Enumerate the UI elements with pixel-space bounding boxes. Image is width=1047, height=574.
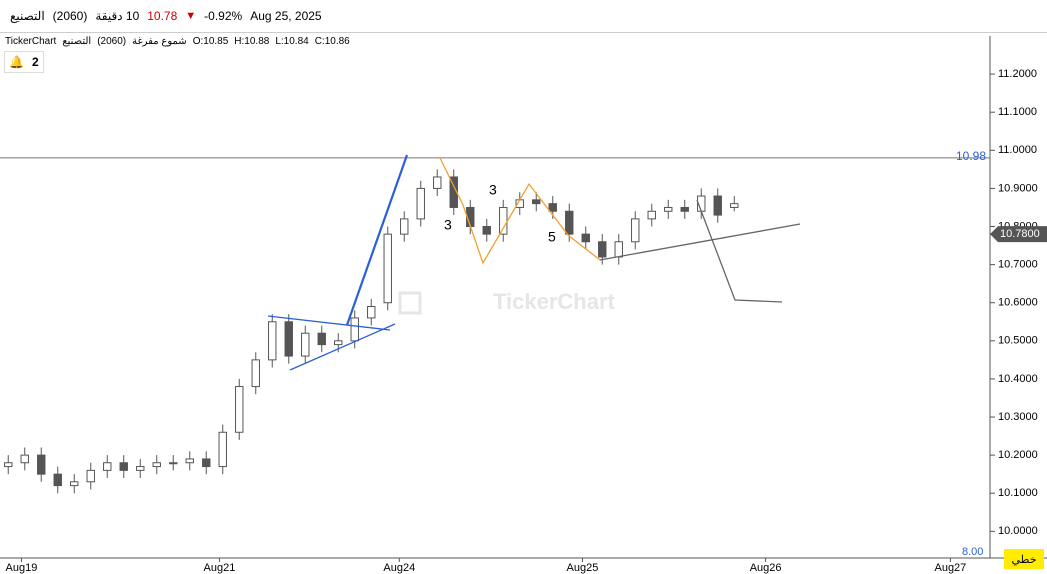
candle-body bbox=[680, 206, 689, 212]
candle-body bbox=[235, 386, 244, 433]
down-arrow: ▼ bbox=[185, 10, 197, 22]
x-tick-label: Aug25 bbox=[567, 562, 599, 574]
candle-body bbox=[482, 226, 491, 235]
candle-body bbox=[532, 199, 541, 205]
date: Aug 25, 2025 bbox=[250, 9, 322, 23]
candle-body bbox=[614, 241, 623, 258]
price-marker bbox=[990, 226, 1047, 243]
candle-body bbox=[647, 210, 656, 220]
bell-icon: 🔔 bbox=[9, 55, 24, 69]
legend-name: التصنيع bbox=[62, 36, 92, 47]
change: -0.92% bbox=[204, 9, 243, 23]
interval[interactable]: 10 دقيقة bbox=[95, 9, 140, 23]
candle-body bbox=[367, 306, 376, 319]
price-marker-label: 10.7800 bbox=[1000, 228, 1040, 240]
candle-body bbox=[103, 462, 112, 471]
watermark-icon bbox=[398, 291, 422, 315]
legend: TickerChart التصنيع (2060) شموع مفرغة O:… bbox=[5, 36, 350, 47]
legend-high: H:10.88 bbox=[234, 36, 270, 47]
x-tick-label: Aug27 bbox=[934, 562, 966, 574]
candle-body bbox=[136, 466, 145, 471]
legend-low: L:10.84 bbox=[275, 36, 309, 47]
chart-mode-button[interactable]: خطي bbox=[1004, 549, 1044, 569]
pattern-label: 3 bbox=[489, 182, 497, 198]
stock-name: التصنيع bbox=[10, 9, 45, 23]
y-tick-label: 10.9000 bbox=[998, 182, 1038, 194]
x-tick-label: Aug26 bbox=[750, 562, 782, 574]
candle-body bbox=[334, 340, 343, 346]
y-tick-label: 11.1000 bbox=[998, 106, 1037, 118]
alerts-button[interactable]: 🔔 2 bbox=[4, 51, 44, 73]
y-tick-label: 10.6000 bbox=[998, 297, 1038, 309]
triangle-line bbox=[289, 323, 396, 371]
legend-close: C:10.86 bbox=[314, 36, 350, 47]
legend-source: TickerChart bbox=[5, 36, 57, 47]
candle-body bbox=[598, 241, 607, 258]
y-tick-label: 11.0000 bbox=[998, 144, 1037, 156]
candle-body bbox=[86, 469, 95, 483]
candle-body bbox=[119, 462, 128, 471]
candle-body bbox=[284, 321, 293, 357]
candle-body bbox=[169, 462, 178, 465]
candle-body bbox=[383, 233, 392, 304]
pattern-label: 5 bbox=[548, 229, 556, 245]
price: 10.78 bbox=[147, 9, 178, 23]
stock-code: (2060) bbox=[52, 9, 88, 23]
toolbar: التصنيع (2060) 10 دقيقة 10.78 ▼ -0.92% A… bbox=[0, 0, 1047, 33]
candle-body bbox=[730, 203, 739, 208]
candle-body bbox=[202, 458, 211, 468]
drawings bbox=[267, 154, 801, 371]
candle-body bbox=[317, 332, 326, 346]
candle-body bbox=[37, 454, 46, 475]
y-tick-label: 10.3000 bbox=[998, 411, 1038, 423]
candle-body bbox=[565, 210, 574, 235]
legend-open: O:10.85 bbox=[192, 36, 229, 47]
neckline bbox=[599, 223, 801, 261]
triangle-line bbox=[267, 315, 391, 331]
candle-body bbox=[152, 462, 161, 468]
trend-line bbox=[345, 154, 409, 326]
candle-body bbox=[53, 473, 62, 487]
x-tick-label: Aug24 bbox=[383, 562, 415, 574]
x-tick-label: Aug21 bbox=[204, 562, 236, 574]
x-tick-label: Aug19 bbox=[6, 562, 38, 574]
candle-body bbox=[713, 195, 722, 216]
candle-body bbox=[631, 218, 640, 243]
y-tick-label: 10.1000 bbox=[998, 487, 1038, 499]
y-tick-label: 10.4000 bbox=[998, 373, 1038, 385]
candle-body bbox=[499, 206, 508, 235]
y-tick-label: 10.2000 bbox=[998, 449, 1038, 461]
candle-body bbox=[20, 454, 29, 464]
candle-body bbox=[251, 359, 260, 388]
candle-body bbox=[350, 317, 359, 342]
candle-body bbox=[70, 481, 79, 487]
legend-style: شموع مفرغة bbox=[132, 36, 187, 47]
pattern-line bbox=[439, 157, 601, 265]
candle-body bbox=[400, 218, 409, 235]
y-tick-label: 11.2000 bbox=[998, 68, 1037, 80]
bottom-label: 8.00 bbox=[962, 546, 983, 558]
candle-body bbox=[581, 233, 590, 243]
candle-body bbox=[548, 203, 557, 212]
watermark: TickerChart bbox=[493, 289, 616, 314]
y-tick-label: 10.5000 bbox=[998, 335, 1038, 347]
alerts-count: 2 bbox=[31, 55, 39, 69]
candle-body bbox=[218, 431, 227, 468]
pattern-label: 3 bbox=[444, 217, 452, 233]
candle-body bbox=[416, 187, 425, 220]
candle-body bbox=[664, 206, 673, 212]
candle-body bbox=[185, 458, 194, 464]
legend-code: (2060) bbox=[97, 36, 127, 47]
candle-body bbox=[4, 462, 13, 468]
horizontal-line-label: 10.98 bbox=[956, 149, 986, 163]
y-tick-label: 10.0000 bbox=[998, 525, 1038, 537]
projection-line bbox=[696, 199, 783, 303]
candle-body bbox=[301, 332, 310, 357]
candle-body bbox=[433, 176, 442, 189]
y-tick-label: 10.7000 bbox=[998, 259, 1038, 271]
candle-body bbox=[268, 321, 277, 361]
